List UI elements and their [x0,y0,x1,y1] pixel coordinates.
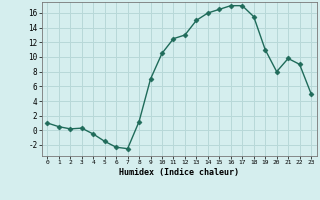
X-axis label: Humidex (Indice chaleur): Humidex (Indice chaleur) [119,168,239,177]
